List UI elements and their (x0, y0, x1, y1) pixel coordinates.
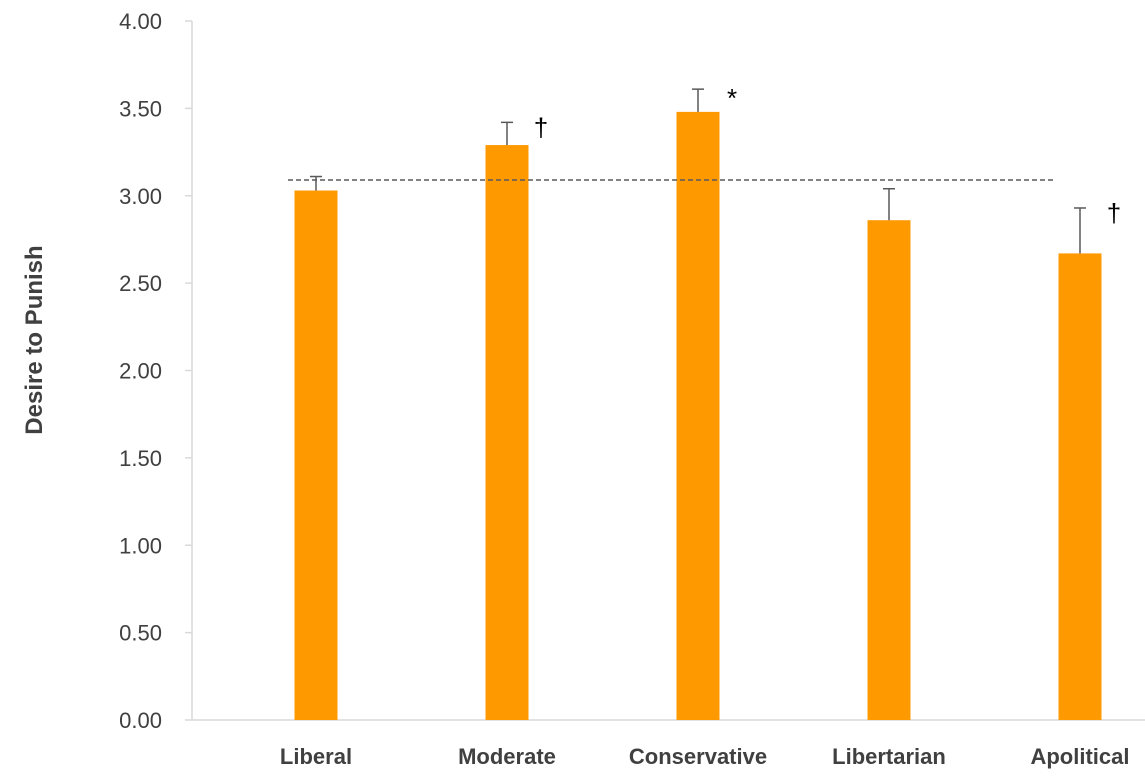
y-tick-label: 1.50 (119, 446, 162, 471)
y-tick-label: 0.50 (119, 621, 162, 646)
y-axis-title-group: Desire to Punish (21, 245, 48, 434)
y-tick-label: 2.00 (119, 359, 162, 384)
significance-mark-conservative: * (727, 83, 737, 113)
category-label-libertarian: Libertarian (832, 744, 946, 769)
significance-mark-moderate: † (534, 112, 548, 142)
y-tick-label: 1.00 (119, 533, 162, 558)
y-tick-label: 2.50 (119, 271, 162, 296)
bar-moderate (485, 145, 529, 720)
y-tick-label: 4.00 (119, 9, 162, 34)
y-tick-label: 0.00 (119, 708, 162, 733)
axes (185, 20, 1145, 721)
error-bars (310, 88, 1086, 254)
category-label-liberal: Liberal (280, 744, 352, 769)
category-label-apolitical: Apolitical (1030, 744, 1129, 769)
bar-liberal (294, 190, 338, 720)
y-tick-label: 3.50 (119, 96, 162, 121)
bar-apolitical (1058, 253, 1102, 721)
bar-libertarian (867, 220, 911, 720)
significance-annotations: † * † (534, 83, 1121, 228)
bars (294, 111, 1102, 721)
category-label-moderate: Moderate (458, 744, 556, 769)
bar-conservative (676, 111, 720, 721)
category-label-conservative: Conservative (629, 744, 767, 769)
y-tick-label: 3.00 (119, 184, 162, 209)
significance-mark-apolitical: † (1107, 198, 1121, 228)
y-axis-title: Desire to Punish (21, 245, 48, 434)
category-labels: Liberal Moderate Conservative Libertarian Ap… (280, 744, 1130, 769)
y-tick-labels: 0.00 0.50 1.00 1.50 2.00 2.50 3.00 3.50 4.00 (119, 9, 162, 733)
